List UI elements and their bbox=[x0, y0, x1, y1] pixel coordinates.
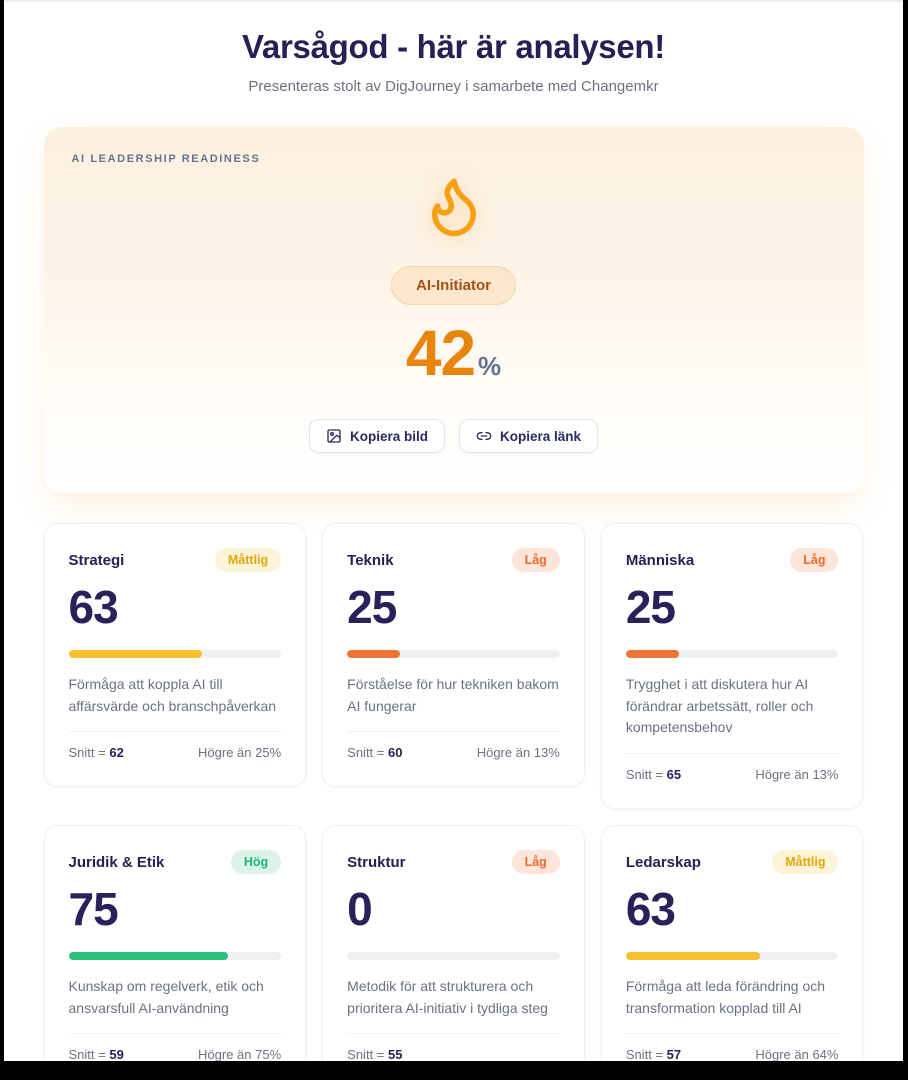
level-badge: Måttlig bbox=[772, 850, 839, 875]
level-badge: Låg bbox=[511, 548, 560, 572]
card-footer: Snitt = 55 bbox=[347, 1033, 560, 1061]
card-footer: Snitt = 60 Högre än 13% bbox=[347, 731, 560, 760]
overall-score-unit: % bbox=[478, 351, 502, 381]
percentile-stat: Högre än 13% bbox=[755, 767, 839, 783]
card-description: Förmåga att koppla AI till affärsvärde o… bbox=[68, 676, 277, 714]
hero-actions: Kopiera bild Kopiera länk bbox=[72, 419, 836, 453]
percentile-stat: Högre än 75% bbox=[198, 1047, 282, 1061]
level-badge: Hög bbox=[230, 850, 282, 875]
card-score: 25 bbox=[625, 581, 676, 633]
card-title: Teknik bbox=[347, 551, 394, 569]
overall-score-value: 42 bbox=[405, 317, 476, 389]
card-score: 63 bbox=[68, 581, 119, 633]
overall-score: 42% bbox=[72, 321, 836, 385]
average-stat: Snitt = 62 bbox=[68, 745, 124, 761]
category-card-strategi: Strategi Måttlig 63 Förmåga att koppla A… bbox=[43, 523, 307, 788]
percentile-stat: Högre än 25% bbox=[198, 745, 282, 761]
category-card-ledarskap: Ledarskap Måttlig 63 Förmåga att leda fö… bbox=[600, 825, 864, 1061]
category-cards-grid: Strategi Måttlig 63 Förmåga att koppla A… bbox=[43, 523, 864, 1061]
card-description: Kunskap om regelverk, etik och ansvarsfu… bbox=[68, 978, 264, 1016]
average-stat: Snitt = 59 bbox=[68, 1047, 124, 1061]
progress-bar bbox=[68, 952, 282, 961]
percentile-stat: Högre än 13% bbox=[476, 745, 560, 761]
link-icon bbox=[476, 432, 492, 440]
hero-section-label: AI LEADERSHIP READINESS bbox=[71, 153, 261, 165]
card-title: Människa bbox=[625, 551, 695, 569]
progress-bar bbox=[68, 650, 282, 658]
level-badge: Låg bbox=[790, 548, 839, 572]
card-title: Struktur bbox=[347, 853, 406, 871]
progress-fill bbox=[68, 650, 203, 658]
card-description: Förståelse för hur tekniken bakom AI fun… bbox=[347, 676, 559, 714]
card-footer: Snitt = 59 Högre än 75% bbox=[68, 1033, 282, 1061]
card-score: 75 bbox=[68, 883, 119, 936]
card-title: Ledarskap bbox=[625, 853, 701, 871]
page-subtitle: Presenteras stolt av DigJourney i samarb… bbox=[248, 78, 659, 95]
average-stat: Snitt = 55 bbox=[347, 1047, 403, 1061]
page: Varsågod - här är analysen! Presenteras … bbox=[4, 0, 903, 1061]
image-icon bbox=[327, 429, 341, 443]
copy-image-button[interactable]: Kopiera bild bbox=[308, 419, 445, 453]
category-card-manniska: Människa Låg 25 Trygghet i att diskutera… bbox=[600, 523, 864, 810]
progress-fill bbox=[625, 952, 760, 961]
content-column: Varsågod - här är analysen! Presenteras … bbox=[43, 2, 864, 1061]
progress-bar bbox=[347, 952, 560, 961]
page-title: Varsågod - här är analysen! bbox=[242, 28, 665, 65]
card-score: 63 bbox=[625, 883, 676, 936]
card-score: 25 bbox=[347, 581, 397, 633]
card-description: Metodik för att strukturera och priorite… bbox=[347, 978, 548, 1016]
persona-badge: AI-Initiator bbox=[391, 266, 516, 305]
copy-link-label: Kopiera länk bbox=[499, 428, 582, 444]
progress-bar bbox=[625, 650, 839, 658]
average-stat: Snitt = 65 bbox=[625, 767, 682, 783]
level-badge: Måttlig bbox=[214, 548, 282, 572]
average-stat: Snitt = 57 bbox=[625, 1047, 682, 1061]
progress-fill bbox=[625, 650, 679, 658]
card-description: Förmåga att leda förändring och transfor… bbox=[625, 978, 826, 1016]
card-footer: Snitt = 57 Högre än 64% bbox=[625, 1033, 839, 1061]
level-badge: Låg bbox=[511, 850, 560, 875]
card-title: Juridik & Etik bbox=[68, 853, 165, 871]
category-card-juridik-etik: Juridik & Etik Hög 75 Kunskap om regelve… bbox=[43, 825, 307, 1061]
progress-fill bbox=[347, 650, 401, 658]
copy-link-button[interactable]: Kopiera länk bbox=[458, 419, 599, 453]
card-description: Trygghet i att diskutera hur AI förändra… bbox=[625, 676, 814, 736]
readiness-hero-card: AI LEADERSHIP READINESS AI-Initiator 42% bbox=[43, 127, 864, 493]
average-stat: Snitt = 60 bbox=[347, 745, 403, 761]
progress-bar bbox=[625, 952, 839, 961]
card-title: Strategi bbox=[68, 551, 125, 569]
flame-icon bbox=[72, 173, 836, 244]
progress-fill bbox=[68, 952, 228, 961]
copy-image-label: Kopiera bild bbox=[349, 428, 428, 444]
category-card-teknik: Teknik Låg 25 Förståelse för hur teknike… bbox=[322, 523, 585, 788]
card-score: 0 bbox=[347, 883, 373, 936]
card-footer: Snitt = 65 Högre än 13% bbox=[625, 753, 839, 783]
card-footer: Snitt = 62 Högre än 25% bbox=[68, 731, 282, 761]
category-card-struktur: Struktur Låg 0 Metodik för att strukture… bbox=[322, 825, 585, 1061]
percentile-stat: Högre än 64% bbox=[755, 1047, 839, 1061]
progress-bar bbox=[347, 650, 560, 658]
